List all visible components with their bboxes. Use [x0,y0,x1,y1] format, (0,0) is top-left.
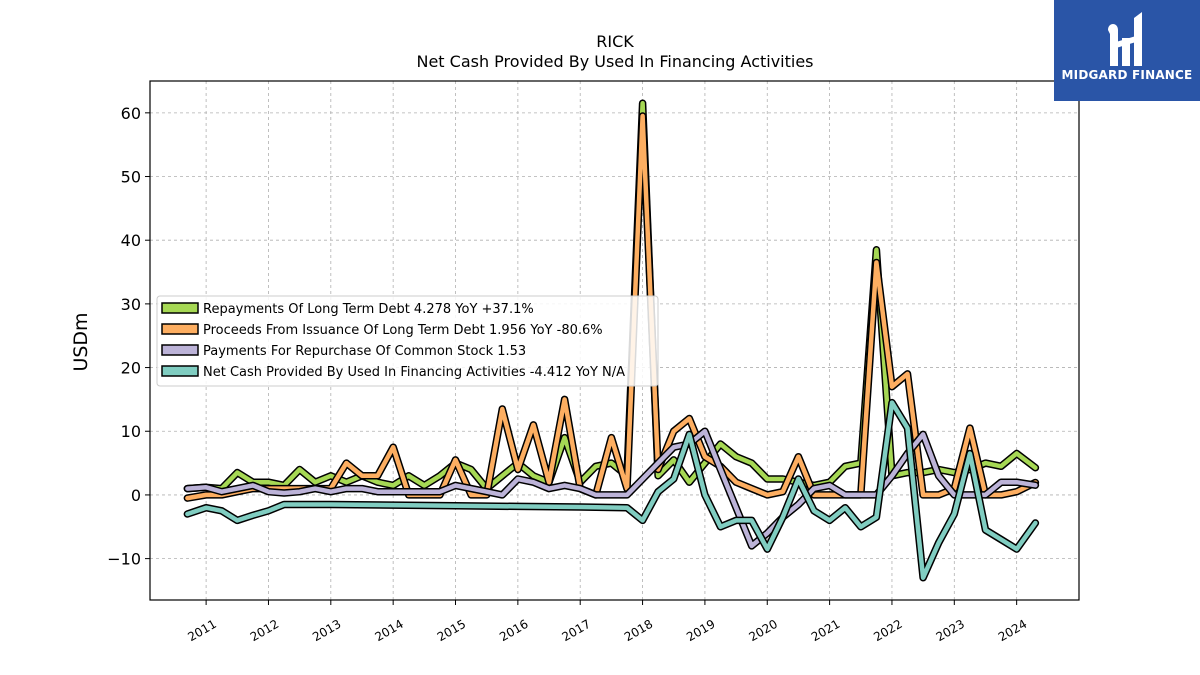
x-tick-label: 2014 [372,617,405,644]
x-tick-label: 2024 [996,617,1029,644]
x-tick-label: 2016 [497,617,530,644]
x-tick-label: 2012 [248,617,281,644]
y-tick-label: 50 [121,168,141,187]
legend-label: Repayments Of Long Term Debt 4.278 YoY +… [203,302,534,317]
legend-swatch [161,344,199,356]
x-tick-label: 2022 [871,617,904,644]
y-tick-label: 20 [121,359,141,378]
series-line [185,428,1038,549]
legend-label: Proceeds From Issuance Of Long Term Debt… [203,323,603,338]
legend-swatch [161,365,199,377]
legend-label: Payments For Repurchase Of Common Stock … [203,344,526,359]
legend-swatch [161,323,199,335]
legend-box [156,295,659,387]
brand-logo-icon [1108,12,1142,66]
y-tick-label: −10 [107,550,141,569]
y-tick-label: 0 [131,486,141,505]
chart-title: RICK [596,32,634,51]
x-tick-label: 2019 [684,617,717,644]
brand-logo-text: MIDGARD FINANCE [1061,68,1193,82]
series-lines [183,99,1040,582]
y-axis-label: USDm [70,312,92,371]
legend-swatch [161,302,199,314]
legend-label: Net Cash Provided By Used In Financing A… [203,365,625,380]
plot-frame [149,80,1080,601]
legend: Repayments Of Long Term Debt 4.278 YoY +… [156,295,659,387]
y-tick-label: 30 [121,295,141,314]
x-tick-label: 2017 [559,617,592,644]
brand-logo: MIDGARD FINANCE [1054,0,1200,101]
x-tick-label: 2021 [809,617,842,644]
x-tick-label: 2023 [934,617,967,644]
chart-subtitle: Net Cash Provided By Used In Financing A… [416,52,813,71]
grid-lines [150,81,1079,600]
x-tick-label: 2011 [185,617,218,644]
series-line [185,400,1038,580]
y-tick-label: 10 [121,422,141,441]
y-tick-label: 60 [121,104,141,123]
axes: 2011 2012 2013 2014 2015 2016 2017 2018 2019 2020… [107,80,1080,644]
y-tick-label: 40 [121,231,141,250]
x-tick-label: 2018 [622,617,655,644]
x-tick-label: 2013 [310,617,343,644]
x-tick-label: 2020 [747,617,780,644]
x-tick-label: 2015 [435,617,468,644]
